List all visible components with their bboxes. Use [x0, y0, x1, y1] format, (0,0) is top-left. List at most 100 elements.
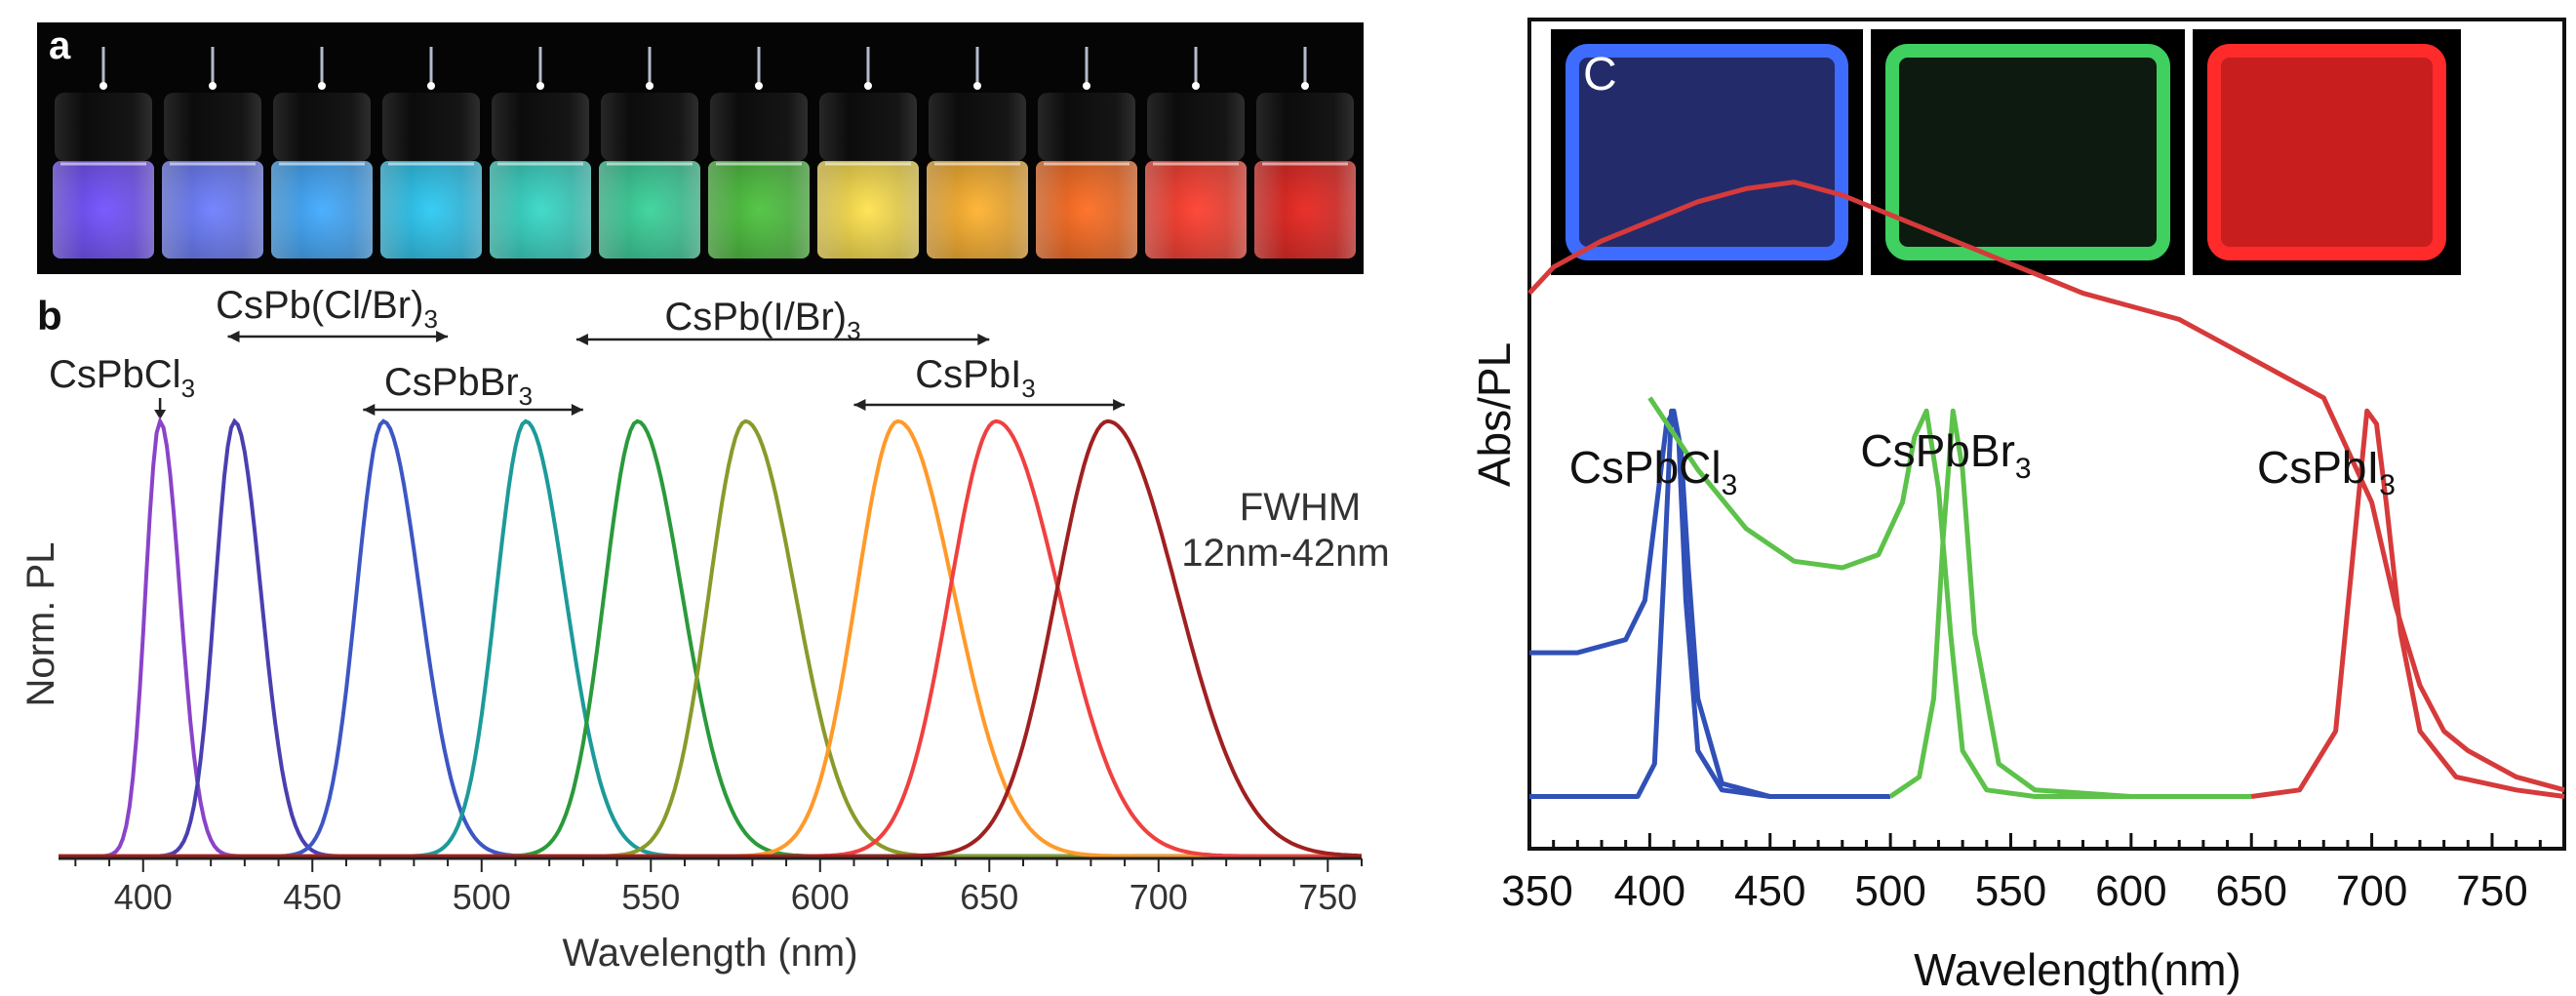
abs-pl-spectra: [1527, 179, 2565, 799]
pl-spectra: [59, 416, 1363, 858]
vial-glass: [710, 93, 808, 161]
c-tick-label: 700: [2336, 867, 2407, 915]
vial-glass: [273, 93, 371, 161]
formula-subscript: 3: [2015, 453, 2032, 485]
vial: [1254, 47, 1356, 259]
c-tick-label: 750: [2456, 867, 2527, 915]
vial: [53, 47, 154, 259]
pl-curve: [59, 418, 1362, 858]
vial-cap-sparkle: [1192, 82, 1200, 90]
pl-curve: [59, 416, 1362, 858]
c-x-axis-label: Wavelength(nm): [1914, 944, 2241, 995]
inset-crystal: [2207, 44, 2446, 260]
composition-label: CsPbI3: [853, 353, 1126, 411]
formula-base: CsPbI: [915, 353, 1021, 396]
vial-glass: [164, 93, 261, 161]
b-tick-label: 550: [621, 877, 680, 917]
formula-base: CsPb(Cl/Br): [216, 284, 423, 327]
vial: [817, 47, 919, 259]
vial: [271, 47, 373, 259]
vial: [380, 47, 482, 259]
vial: [708, 47, 810, 259]
vial-cap-sparkle: [973, 82, 981, 90]
spectrum-curve: [2250, 408, 2565, 799]
vial-highlight: [708, 161, 810, 259]
vial-row: [53, 47, 1356, 259]
formula-subscript: 3: [519, 381, 533, 411]
vial-highlight: [599, 161, 700, 259]
c-y-axis-label: Abs/PL: [1469, 342, 1520, 487]
vial-highlight: [271, 161, 373, 259]
range-arrowhead-left: [853, 399, 866, 411]
composition-text: CsPb(I/Br)3: [664, 296, 860, 345]
panel-a-photo: a: [37, 22, 1364, 274]
range-arrowhead-right: [1113, 399, 1126, 411]
vial-highlight: [1145, 161, 1247, 259]
inset-photo: [1551, 29, 1863, 275]
b-x-axis-label: Wavelength (nm): [562, 932, 857, 975]
vial-cap-sparkle: [755, 82, 763, 90]
vial-cap-sparkle: [646, 82, 654, 90]
vial-highlight: [1254, 161, 1356, 259]
vial-highlight: [162, 161, 263, 259]
formula-subscript: 3: [423, 304, 437, 334]
spectrum-curve: [1529, 408, 1891, 799]
spectrum-curve: [1527, 179, 2565, 793]
pl-curve: [59, 418, 1362, 858]
vial-cap-sparkle: [427, 82, 435, 90]
formula-subscript: 3: [847, 316, 860, 345]
formula-base: CsPbBr: [384, 361, 519, 404]
pl-curve: [59, 418, 1362, 858]
formula-subscript: 3: [181, 374, 195, 403]
pl-curve: [59, 418, 1362, 858]
panel-b-label: b: [37, 293, 62, 339]
vial: [1145, 47, 1247, 259]
formula-subscript: 3: [1722, 469, 1738, 501]
b-x-ticks: 400 450 500 550 600 650 700 750: [74, 858, 1363, 917]
c-tick-label: 400: [1614, 867, 1685, 915]
formula-base: CsPbBr: [1860, 425, 2014, 476]
pl-curve: [59, 418, 1362, 858]
formula-base: CsPbI: [2257, 442, 2379, 493]
b-tick-label: 650: [960, 877, 1018, 917]
c-tick-label: 600: [2095, 867, 2166, 915]
inset-crystal: [1885, 44, 2170, 260]
b-tick-label: 600: [791, 877, 850, 917]
vial-glass: [1038, 93, 1135, 161]
range-arrowhead-right: [436, 331, 449, 342]
pl-curve: [59, 418, 1362, 858]
vial: [162, 47, 263, 259]
composition-text: CsPb(Cl/Br)3: [216, 284, 438, 334]
compound-label: CsPbCl3: [1569, 442, 1738, 501]
c-tick-label: 350: [1501, 867, 1572, 915]
vial-glass: [819, 93, 917, 161]
vial: [599, 47, 700, 259]
vial-glass: [382, 93, 480, 161]
formula-base: CsPb(I/Br): [664, 296, 847, 339]
vial-glass: [929, 93, 1026, 161]
panel-c-label: c: [1583, 49, 1617, 100]
vial: [927, 47, 1028, 259]
composition-label: CsPb(I/Br)3: [575, 296, 990, 345]
b-y-axis-label: Norm. PL: [20, 542, 62, 707]
vial-glass: [601, 93, 698, 161]
vial: [1036, 47, 1137, 259]
panel-a-label: a: [49, 24, 71, 67]
vial: [490, 47, 591, 259]
vial-cap-sparkle: [318, 82, 326, 90]
c-inset-photos: [1551, 29, 2461, 275]
range-arrowhead-left: [363, 404, 376, 416]
vial-highlight: [380, 161, 482, 259]
composition-label: CsPbCl3: [49, 353, 195, 419]
vial-cap-sparkle: [1083, 82, 1090, 90]
vial-glass: [1147, 93, 1245, 161]
range-arrowhead-right: [571, 404, 583, 416]
vial-glass: [1256, 93, 1354, 161]
vial-highlight: [53, 161, 154, 259]
vial-glass: [492, 93, 589, 161]
